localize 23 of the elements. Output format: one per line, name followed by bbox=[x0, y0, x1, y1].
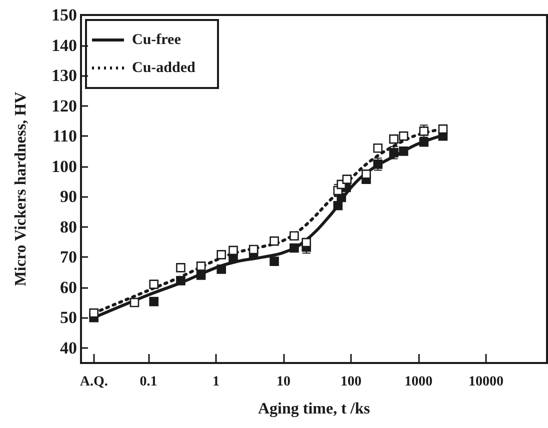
y-tick-label: 70 bbox=[60, 248, 77, 267]
legend-label: Cu-free bbox=[132, 32, 182, 48]
y-tick-label: 90 bbox=[60, 187, 77, 206]
x-tick-label: 100 bbox=[340, 374, 362, 390]
y-tick-label: 50 bbox=[60, 308, 77, 328]
x-tick-label: A.Q. bbox=[80, 374, 108, 390]
x-tick-label: 1 bbox=[212, 374, 220, 390]
y-axis-title: Micro Vickers hardness, HV bbox=[12, 91, 30, 286]
x-tick-label: 1000 bbox=[404, 374, 433, 390]
y-tick-label: 120 bbox=[52, 96, 77, 116]
y-tick-label: 150 bbox=[52, 6, 77, 24]
y-tick-label: 130 bbox=[52, 66, 77, 86]
y-tick-label: 140 bbox=[52, 36, 77, 55]
x-tick-label: 0.1 bbox=[140, 374, 158, 390]
x-axis-title: Aging time, t /ks bbox=[258, 400, 370, 418]
y-tick-label: 110 bbox=[52, 126, 77, 146]
y-tick-label: 40 bbox=[60, 338, 77, 358]
x-tick-label: 10000 bbox=[468, 374, 504, 390]
y-tick-label: 60 bbox=[60, 278, 77, 297]
y-tick-label: 100 bbox=[52, 156, 77, 176]
y-tick-label: 80 bbox=[60, 217, 77, 236]
x-tick-label: 10 bbox=[276, 374, 291, 390]
legend-label: Cu-added bbox=[132, 60, 196, 76]
